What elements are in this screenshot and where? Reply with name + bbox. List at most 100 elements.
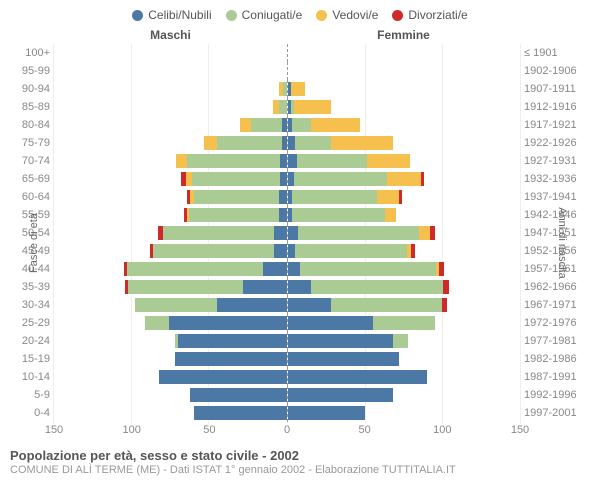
pyramid-row: 100+≤ 1901	[8, 44, 592, 62]
pyramid-rows: 100+≤ 190195-991902-190690-941907-191185…	[8, 44, 592, 422]
segment-k	[187, 154, 280, 168]
segment-c	[288, 280, 311, 294]
pyramid-row: 90-941907-1911	[8, 80, 592, 98]
segment-v	[176, 154, 187, 168]
segment-c	[288, 154, 297, 168]
segment-c	[263, 262, 286, 276]
pyramid-row: 80-84 1917-1921	[8, 116, 592, 134]
segment-d	[430, 226, 435, 240]
segment-k	[127, 262, 263, 276]
birth-year-label: 1997-2001	[520, 407, 592, 419]
male-bar	[54, 134, 287, 152]
segment-d	[442, 298, 447, 312]
pyramid-row: 95-991902-1906	[8, 62, 592, 80]
female-bar	[287, 80, 521, 98]
segment-c	[288, 388, 393, 402]
segment-c	[175, 352, 287, 366]
segment-d	[399, 190, 402, 204]
male-bar	[54, 350, 287, 368]
female-bar	[287, 242, 521, 260]
segment-v	[294, 100, 331, 114]
pyramid-row: 60-641937-1941	[8, 188, 592, 206]
segment-d	[439, 262, 444, 276]
male-bar	[54, 260, 287, 278]
age-band-label: 15-19	[8, 353, 54, 365]
segment-k	[300, 262, 436, 276]
segment-c	[194, 406, 287, 420]
segment-k	[189, 208, 279, 222]
age-band-label: 70-74	[8, 155, 54, 167]
chart-subtitle: COMUNE DI ALÌ TERME (ME) - Dati ISTAT 1°…	[10, 464, 590, 476]
legend-item: Vedovi/e	[316, 8, 378, 22]
segment-c	[274, 226, 286, 240]
segment-c	[159, 370, 286, 384]
age-band-label: 60-64	[8, 191, 54, 203]
birth-year-label: 1972-1976	[520, 317, 592, 329]
segment-k	[311, 280, 443, 294]
legend-label: Vedovi/e	[332, 8, 378, 22]
birth-year-label: 1917-1921	[520, 119, 592, 131]
male-bar	[54, 278, 287, 296]
female-bar	[287, 332, 521, 350]
segment-k	[217, 136, 282, 150]
age-band-label: 100+	[8, 47, 54, 59]
birth-year-label: 1982-1986	[520, 353, 592, 365]
legend-item: Divorziati/e	[392, 8, 467, 22]
pyramid-row: 15-19 1982-1986	[8, 350, 592, 368]
age-band-label: 0-4	[8, 407, 54, 419]
segment-c	[279, 190, 287, 204]
female-bar	[287, 350, 521, 368]
segment-d	[421, 172, 424, 186]
birth-year-label: 1912-1916	[520, 101, 592, 113]
segment-k	[292, 208, 385, 222]
segment-k	[292, 190, 377, 204]
segment-v	[387, 172, 421, 186]
segment-c	[279, 208, 287, 222]
segment-c	[274, 244, 286, 258]
segment-k	[163, 226, 275, 240]
legend-item: Coniugati/e	[226, 8, 303, 22]
birth-year-label: 1922-1926	[520, 137, 592, 149]
pyramid-row: 30-341967-1971	[8, 296, 592, 314]
segment-k	[135, 298, 217, 312]
female-bar	[287, 206, 521, 224]
male-bar	[54, 242, 287, 260]
x-tick: 150	[511, 424, 529, 436]
segment-v	[367, 154, 410, 168]
segment-c	[288, 298, 331, 312]
x-tick: 150	[45, 424, 63, 436]
pyramid-row: 20-241977-1981	[8, 332, 592, 350]
population-pyramid-chart: Celibi/NubiliConiugati/eVedovi/eDivorzia…	[0, 0, 600, 480]
female-bar	[287, 116, 521, 134]
pyramid-row: 65-691932-1936	[8, 170, 592, 188]
legend-swatch	[132, 10, 143, 21]
age-band-label: 25-29	[8, 317, 54, 329]
birth-year-label: 1987-1991	[520, 371, 592, 383]
male-bar	[54, 98, 287, 116]
female-bar	[287, 368, 521, 386]
chart-title: Popolazione per età, sesso e stato civil…	[10, 448, 590, 463]
male-bar	[54, 62, 287, 80]
y-axis-label-left: Fasce di età	[28, 213, 40, 273]
segment-c	[288, 406, 365, 420]
male-bar	[54, 224, 287, 242]
chart-footer: Popolazione per età, sesso e stato civil…	[8, 448, 592, 476]
pyramid-row: 70-741927-1931	[8, 152, 592, 170]
age-band-label: 80-84	[8, 119, 54, 131]
segment-k	[153, 244, 274, 258]
birth-year-label: 1902-1906	[520, 65, 592, 77]
age-band-label: 65-69	[8, 173, 54, 185]
male-bar	[54, 152, 287, 170]
segment-v	[331, 136, 393, 150]
age-band-label: 5-9	[8, 389, 54, 401]
x-tick: 100	[433, 424, 451, 436]
segment-v	[385, 208, 396, 222]
column-headers: Maschi Femmine	[8, 28, 592, 42]
female-bar	[287, 134, 521, 152]
segment-v	[240, 118, 251, 132]
male-bar	[54, 170, 287, 188]
male-bar	[54, 314, 287, 332]
female-bar	[287, 170, 521, 188]
segment-k	[292, 118, 311, 132]
pyramid-row: 10-141987-1991	[8, 368, 592, 386]
